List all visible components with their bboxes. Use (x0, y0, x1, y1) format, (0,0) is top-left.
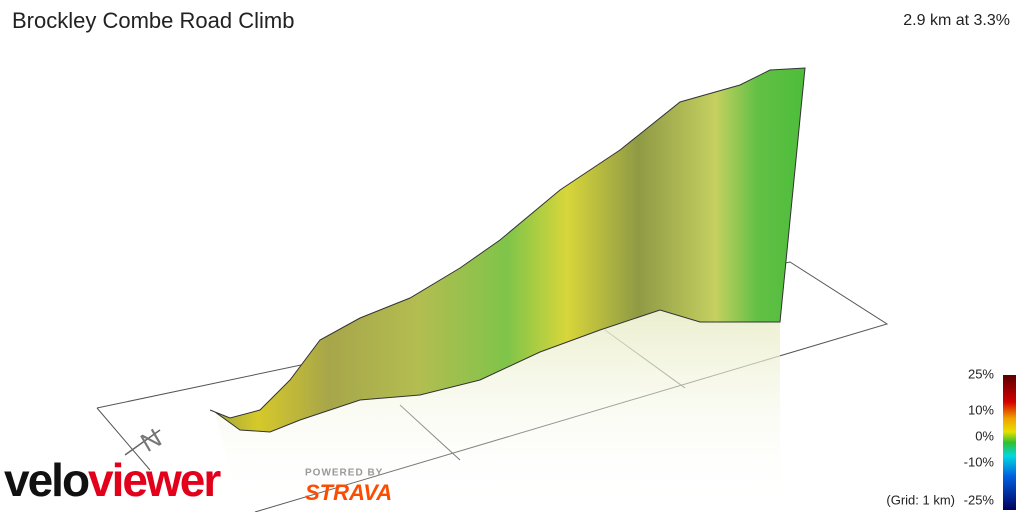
logo-velo: velo (4, 454, 89, 506)
logo: veloviewer (4, 454, 221, 506)
scale-label: -10% (964, 454, 995, 469)
logo-viewer: viewer (88, 454, 221, 506)
grid-note: (Grid: 1 km) (886, 492, 955, 507)
scale-label: 0% (975, 428, 994, 443)
scale-label: 10% (968, 402, 994, 417)
elevation-profile (209, 67, 806, 433)
route-title: Brockley Combe Road Climb (12, 8, 294, 33)
route-summary: 2.9 km at 3.3% (903, 12, 1010, 29)
powered-by: POWERED BY (305, 468, 383, 479)
compass: N (124, 422, 167, 458)
compass-label: N (135, 422, 166, 457)
gradient-scale (1003, 375, 1016, 510)
profile-reflection (215, 310, 780, 512)
scale-label: 25% (968, 366, 994, 381)
strava-logo: STRAVA (305, 480, 392, 505)
scale-label: -25% (964, 492, 995, 507)
